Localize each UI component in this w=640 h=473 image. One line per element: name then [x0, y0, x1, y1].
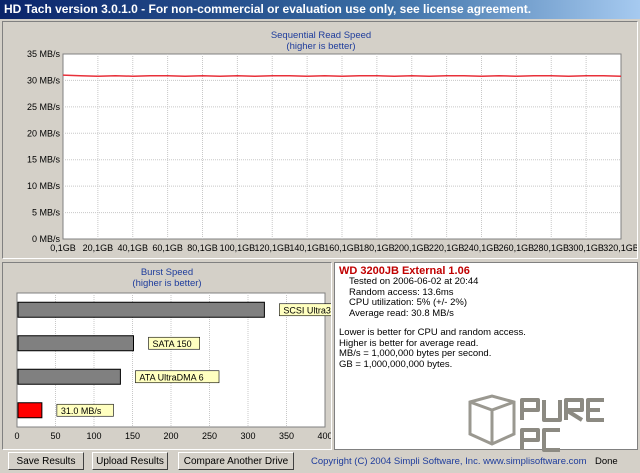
tested-date: Tested on 2006-06-02 at 20:44 [349, 276, 479, 287]
read-y-tick-label: 0 MB/s [32, 234, 61, 244]
burst-x-tick-label: 200 [163, 431, 178, 441]
read-y-tick-label: 35 MB/s [27, 49, 61, 59]
note-gb-definition: GB = 1,000,000,000 bytes. [339, 358, 453, 370]
read-y-tick-label: 30 MB/s [27, 75, 61, 85]
read-x-tick-label: 40,1GB [117, 243, 148, 253]
read-chart-title: Sequential Read Speed [271, 30, 371, 41]
burst-bar [17, 402, 43, 419]
copyright-text: Copyright (C) 2004 Simpli Software, Inc.… [311, 456, 587, 467]
burst-bar [17, 301, 265, 318]
note-lower-better: Lower is better for CPU and random acces… [339, 327, 526, 338]
read-speed-line [62, 74, 622, 77]
burst-x-tick-label: 350 [279, 431, 294, 441]
burst-bar-label: 31.0 MB/s [61, 406, 102, 416]
read-x-tick-label: 260,1GB [499, 243, 535, 253]
random-access: Random access: 13.6ms [349, 286, 454, 298]
read-x-tick-label: 180,1GB [359, 243, 395, 253]
burst-bar-label: SATA 150 [153, 339, 192, 349]
burst-chart-panel: Burst Speed (higher is better) 0 50 100 150… [2, 262, 332, 450]
burst-bar-label-box [148, 336, 201, 350]
purepc-logo [468, 394, 604, 452]
burst-chart: Burst Speed (higher is better) 0 50 100 150… [14, 267, 331, 441]
burst-bar-label: SCSI Ultra320 [283, 305, 331, 315]
burst-bar-label-box [135, 370, 220, 384]
read-y-tick-label: 5 MB/s [32, 208, 61, 218]
burst-x-tick-label: 100 [86, 431, 101, 441]
read-x-tick-label: 60,1GB [152, 243, 183, 253]
compare-drive-button[interactable]: Compare Another Drive [178, 452, 294, 470]
burst-x-tick-label: 400 [317, 431, 331, 441]
save-results-button[interactable]: Save Results [8, 452, 84, 470]
drive-name: WD 3200JB External 1.06 [339, 265, 470, 277]
average-read: Average read: 30.8 MB/s [349, 307, 454, 319]
read-x-tick-label: 220,1GB [429, 243, 465, 253]
burst-bar-label-box [279, 303, 331, 317]
read-x-tick-label: 100,1GB [220, 243, 256, 253]
read-y-tick-label: 25 MB/s [27, 102, 61, 112]
read-chart-subtitle: (higher is better) [286, 41, 355, 52]
done-button[interactable]: Done [595, 456, 618, 467]
read-chart: Sequential Read Speed (higher is better)… [27, 30, 637, 253]
read-y-tick-label: 20 MB/s [27, 128, 61, 138]
burst-bar-label: ATA UltraDMA 6 [139, 372, 203, 382]
read-x-tick-label: 140,1GB [289, 243, 325, 253]
read-x-tick-label: 300,1GB [568, 243, 604, 253]
window-title: HD Tach version 3.0.1.0 - For non-commer… [0, 0, 640, 19]
read-x-tick-label: 240,1GB [464, 243, 500, 253]
read-y-tick-label: 15 MB/s [27, 155, 61, 165]
burst-x-tick-label: 0 [14, 431, 19, 441]
note-higher-better: Higher is better for average read. [339, 337, 479, 349]
read-x-tick-label: 20,1GB [83, 243, 114, 253]
burst-x-tick-label: 250 [202, 431, 217, 441]
read-x-tick-label: 0,1GB [50, 243, 76, 253]
burst-x-tick-label: 300 [240, 431, 255, 441]
read-x-tick-label: 80,1GB [187, 243, 218, 253]
burst-bar-label-box [56, 403, 114, 417]
note-mbs-definition: MB/s = 1,000,000 bytes per second. [339, 348, 492, 359]
burst-chart-title: Burst Speed [141, 267, 193, 278]
read-x-tick-label: 160,1GB [324, 243, 360, 253]
burst-x-tick-label: 150 [125, 431, 140, 441]
read-x-tick-label: 120,1GB [254, 243, 290, 253]
read-x-tick-label: 280,1GB [533, 243, 569, 253]
read-x-tick-label: 320,1GB [603, 243, 637, 253]
read-y-tick-label: 10 MB/s [27, 181, 61, 191]
cpu-utilization: CPU utilization: 5% (+/- 2%) [349, 297, 467, 308]
read-plot-area: 0 MB/s 5 MB/s 10 MB/s 15 MB/s 20 MB/s 25 MB/s… [27, 49, 637, 253]
burst-bar [17, 335, 134, 352]
results-info-panel: WD 3200JB External 1.06 Tested on 2006-0… [334, 262, 638, 450]
upload-results-button[interactable]: Upload Results [92, 452, 168, 470]
burst-chart-subtitle: (higher is better) [132, 278, 201, 289]
read-x-tick-label: 200,1GB [394, 243, 430, 253]
burst-x-tick-label: 50 [50, 431, 60, 441]
burst-plot-area: 0 50 100 150 200 250 300 350 400 SCSI Ultra320 SAT… [14, 292, 331, 441]
burst-bar [17, 368, 121, 385]
read-chart-panel: Sequential Read Speed (higher is better)… [2, 21, 638, 259]
